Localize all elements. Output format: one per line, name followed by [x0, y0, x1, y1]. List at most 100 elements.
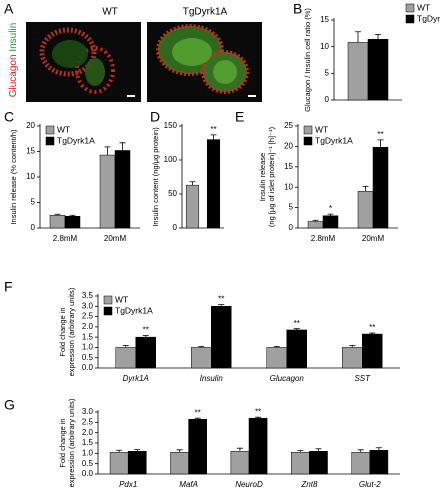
significance-mark: ** [369, 323, 375, 332]
panel-letter: C [4, 109, 14, 125]
bar [99, 154, 116, 229]
bar [357, 191, 374, 229]
bar [347, 42, 369, 101]
significance-mark: ** [210, 125, 216, 134]
y-tick-label: 0.0 [82, 469, 94, 478]
error-bar [236, 447, 243, 452]
bar [191, 347, 212, 369]
panel-letter: G [4, 397, 15, 413]
legend-label: WT [315, 124, 328, 134]
y-tick-label: 20 [26, 121, 35, 130]
bar [322, 215, 339, 229]
bar [211, 306, 232, 369]
y-axis-label: Insulin content (ng/μg protein) [151, 127, 160, 227]
y-tick-label: 5 [31, 198, 36, 207]
bar [372, 146, 389, 229]
x-tick-label: Znt8 [300, 480, 318, 489]
stain-glucagon: Glucagon [8, 54, 19, 97]
x-tick-label: 2.8mM [311, 234, 336, 243]
legend-swatch [405, 14, 415, 24]
y-tick-label: 5 [289, 203, 294, 212]
significance-mark: ** [294, 319, 300, 328]
x-tick-label: Pdx1 [119, 480, 137, 489]
y-tick-label: 0 [173, 223, 178, 232]
error-bar [315, 448, 322, 452]
y-tick-label: 25 [284, 121, 293, 130]
stain-label: Glucagon Insulin [8, 23, 19, 98]
error-bar [255, 416, 262, 419]
panel-letter: F [4, 279, 13, 295]
legend-label: TgDyrk1A [417, 13, 440, 23]
significance-mark: ** [143, 326, 149, 335]
stain-insulin: Insulin [8, 23, 19, 52]
panel-letter: E [235, 109, 244, 125]
bar [230, 451, 250, 475]
error-bar [119, 142, 126, 151]
legend-swatch [303, 125, 313, 135]
y-tick-label: 10 [320, 42, 329, 51]
y-tick-label: 0 [289, 223, 294, 232]
error-bar [375, 447, 382, 451]
legend-swatch [103, 295, 113, 305]
y-tick-label: 2.0 [82, 428, 94, 437]
x-tick-label: NeuroD [235, 480, 263, 489]
y-tick-label: 0 [325, 95, 330, 104]
x-tick-label: Glucagon [270, 374, 305, 383]
error-bar [293, 328, 300, 330]
x-tick-label: 20mM [362, 234, 385, 243]
significance-mark: ** [218, 295, 224, 304]
bar [206, 139, 221, 229]
y-axis-label: Fold change in [58, 418, 67, 467]
y-tick-label: 1.5 [82, 332, 94, 341]
y-tick-label: 20 [284, 142, 293, 151]
y-tick-label: 1.0 [82, 448, 94, 457]
y-tick-label: 50 [168, 189, 177, 198]
y-tick-label: 0 [31, 223, 36, 232]
bar [351, 452, 371, 475]
micrograph-wt [26, 22, 141, 102]
error-bar [189, 181, 196, 186]
legend-label: WT [57, 124, 70, 134]
legend-label: WT [417, 2, 430, 12]
x-tick-label: MafA [179, 480, 198, 489]
x-tick-label: 2.8mM [53, 234, 78, 243]
legend-label: TgDyrk1A [57, 135, 95, 145]
y-tick-label: 15 [284, 162, 293, 171]
bar [170, 452, 189, 475]
x-tick-label: 20mM [104, 234, 127, 243]
error-bar [349, 344, 356, 348]
x-tick-label: Insulin [200, 374, 224, 383]
condition-label: TgDyrk1A [183, 7, 228, 18]
bar [307, 221, 324, 229]
y-tick-label: 1.5 [82, 438, 94, 447]
error-bar [198, 346, 205, 348]
y-tick-label: 100 [164, 155, 178, 164]
bar [286, 329, 307, 369]
y-tick-label: 5 [325, 68, 330, 77]
y-axis-label: Fold change in [58, 307, 67, 356]
significance-mark: ** [195, 408, 201, 417]
error-bar [297, 450, 304, 453]
y-axis-label: Insulin release (% content/h) [9, 129, 18, 225]
y-tick-label: 10 [284, 182, 293, 191]
micrograph-tg [147, 22, 262, 102]
error-bar [210, 134, 217, 140]
y-tick-label: 150 [164, 121, 178, 130]
bar [248, 417, 268, 475]
y-tick-label: 0.5 [82, 459, 94, 468]
bar [362, 333, 383, 369]
panel-letter: D [150, 109, 160, 125]
legend-swatch [103, 306, 113, 316]
y-tick-label: 2.5 [82, 312, 94, 321]
bar [135, 336, 156, 369]
x-tick-label: SST [354, 374, 371, 383]
error-bar [122, 344, 129, 348]
bar [109, 452, 129, 475]
error-bar [362, 185, 369, 192]
y-tick-label: 2.0 [82, 322, 94, 331]
y-tick-label: 3.0 [82, 407, 94, 416]
bar [185, 184, 200, 229]
error-bar [355, 31, 361, 43]
bar [367, 38, 389, 101]
